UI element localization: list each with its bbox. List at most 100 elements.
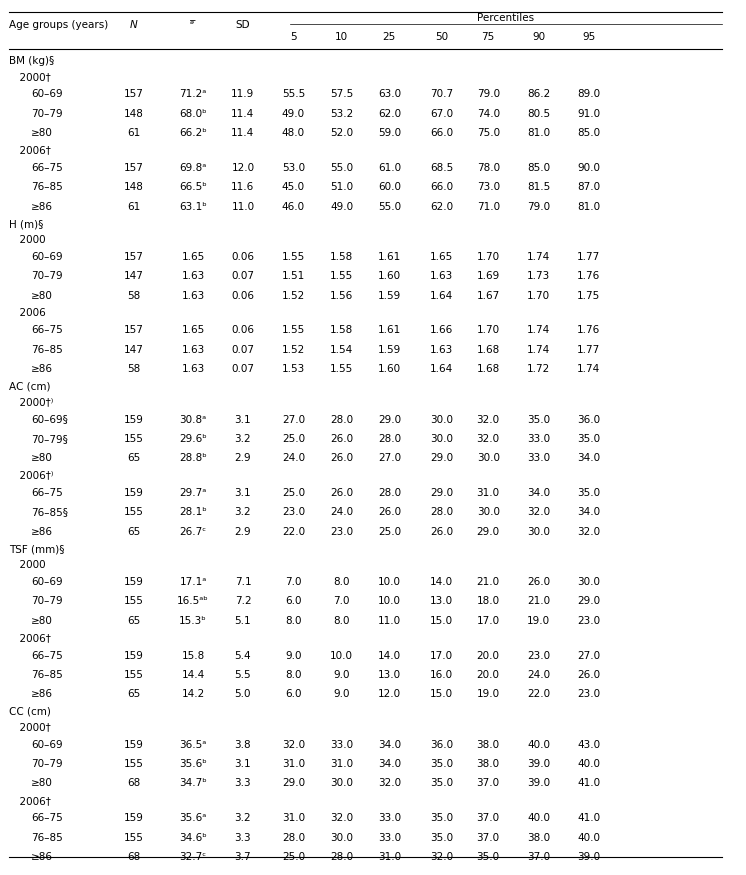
Text: 38.0: 38.0 bbox=[477, 759, 500, 769]
Text: 66–75: 66–75 bbox=[31, 488, 63, 498]
Text: 57.5: 57.5 bbox=[330, 89, 354, 100]
Text: 20.0: 20.0 bbox=[477, 670, 500, 680]
Text: 30.0: 30.0 bbox=[330, 833, 354, 843]
Text: 51.0: 51.0 bbox=[330, 182, 354, 192]
Text: 1.52: 1.52 bbox=[282, 290, 305, 301]
Text: 32.0: 32.0 bbox=[377, 779, 401, 788]
Text: 68: 68 bbox=[127, 852, 140, 862]
Text: 34.0: 34.0 bbox=[577, 507, 600, 517]
Text: 1.76: 1.76 bbox=[577, 271, 601, 281]
Text: 11.4: 11.4 bbox=[231, 108, 254, 119]
Text: 14.4: 14.4 bbox=[181, 670, 204, 680]
Text: 11.0: 11.0 bbox=[377, 616, 401, 626]
Text: 155: 155 bbox=[124, 434, 144, 444]
Text: 70–79: 70–79 bbox=[31, 597, 63, 606]
Text: 27.0: 27.0 bbox=[577, 651, 600, 661]
Text: Age groups (years): Age groups (years) bbox=[9, 20, 108, 31]
Text: 35.0: 35.0 bbox=[430, 833, 453, 843]
Text: 32.0: 32.0 bbox=[527, 507, 551, 517]
Text: 66–75: 66–75 bbox=[31, 813, 63, 823]
Text: 6.0: 6.0 bbox=[285, 690, 301, 699]
Text: 34.0: 34.0 bbox=[577, 453, 600, 463]
Text: 1.67: 1.67 bbox=[477, 290, 500, 301]
Text: ≥86: ≥86 bbox=[31, 527, 53, 536]
Text: 81.5: 81.5 bbox=[527, 182, 551, 192]
Text: 3.2: 3.2 bbox=[235, 434, 251, 444]
Text: 40.0: 40.0 bbox=[577, 759, 600, 769]
Text: 1.74: 1.74 bbox=[527, 345, 551, 355]
Text: 29.0: 29.0 bbox=[430, 453, 453, 463]
Text: 23.0: 23.0 bbox=[577, 616, 600, 626]
Text: 1.75: 1.75 bbox=[577, 290, 601, 301]
Text: ≥80: ≥80 bbox=[31, 453, 53, 463]
Text: ≥80: ≥80 bbox=[31, 290, 53, 301]
Text: 1.63: 1.63 bbox=[181, 290, 204, 301]
Text: 16.5ᵃᵇ: 16.5ᵃᵇ bbox=[178, 597, 209, 606]
Text: 73.0: 73.0 bbox=[477, 182, 500, 192]
Text: 34.0: 34.0 bbox=[377, 739, 401, 750]
Text: 11.6: 11.6 bbox=[231, 182, 254, 192]
Text: 148: 148 bbox=[124, 108, 144, 119]
Text: 11.0: 11.0 bbox=[231, 201, 254, 212]
Text: 69.8ᵃ: 69.8ᵃ bbox=[180, 163, 207, 173]
Text: 1.53: 1.53 bbox=[282, 364, 305, 374]
Text: 32.0: 32.0 bbox=[477, 415, 500, 424]
Text: 79.0: 79.0 bbox=[477, 89, 500, 100]
Text: 35.0: 35.0 bbox=[430, 813, 453, 823]
Text: 1.55: 1.55 bbox=[282, 326, 305, 335]
Text: 1.68: 1.68 bbox=[477, 364, 500, 374]
Text: 70–79: 70–79 bbox=[31, 271, 63, 281]
Text: 45.0: 45.0 bbox=[282, 182, 305, 192]
Text: 12.0: 12.0 bbox=[231, 163, 254, 173]
Text: 0.06: 0.06 bbox=[231, 252, 254, 262]
Text: 1.66: 1.66 bbox=[430, 326, 453, 335]
Text: 29.6ᵇ: 29.6ᵇ bbox=[179, 434, 207, 444]
Text: 148: 148 bbox=[124, 182, 144, 192]
Text: 89.0: 89.0 bbox=[577, 89, 600, 100]
Text: 24.0: 24.0 bbox=[330, 507, 354, 517]
Text: 26.0: 26.0 bbox=[430, 527, 453, 536]
Text: 1.55: 1.55 bbox=[330, 271, 354, 281]
Text: 1.77: 1.77 bbox=[577, 252, 601, 262]
Text: 1.65: 1.65 bbox=[430, 252, 453, 262]
Text: 66–75: 66–75 bbox=[31, 163, 63, 173]
Text: 1.65: 1.65 bbox=[181, 252, 204, 262]
Text: 71.2ᵃ: 71.2ᵃ bbox=[180, 89, 207, 100]
Text: 2000†: 2000† bbox=[13, 722, 50, 732]
Text: 159: 159 bbox=[124, 651, 144, 661]
Text: 1.56: 1.56 bbox=[330, 290, 354, 301]
Text: 5.5: 5.5 bbox=[235, 670, 251, 680]
Text: 5.0: 5.0 bbox=[235, 690, 251, 699]
Text: 32.7ᶜ: 32.7ᶜ bbox=[180, 852, 207, 862]
Text: 63.1ᵇ: 63.1ᵇ bbox=[179, 201, 207, 212]
Text: 76–85: 76–85 bbox=[31, 670, 63, 680]
Text: 3.1: 3.1 bbox=[235, 415, 251, 424]
Text: 24.0: 24.0 bbox=[282, 453, 305, 463]
Text: 9.0: 9.0 bbox=[285, 651, 301, 661]
Text: 25.0: 25.0 bbox=[282, 434, 305, 444]
Text: ≥86: ≥86 bbox=[31, 852, 53, 862]
Text: 74.0: 74.0 bbox=[477, 108, 500, 119]
Text: 61.0: 61.0 bbox=[377, 163, 401, 173]
Text: 76–85: 76–85 bbox=[31, 345, 63, 355]
Text: Percentiles: Percentiles bbox=[477, 13, 535, 23]
Text: 1.76: 1.76 bbox=[577, 326, 601, 335]
Text: 157: 157 bbox=[124, 163, 144, 173]
Text: 33.0: 33.0 bbox=[330, 739, 354, 750]
Text: 159: 159 bbox=[124, 578, 144, 587]
Text: 30.8ᵃ: 30.8ᵃ bbox=[180, 415, 207, 424]
Text: H (m)§: H (m)§ bbox=[9, 219, 43, 229]
Text: 26.0: 26.0 bbox=[377, 507, 401, 517]
Text: 30.0: 30.0 bbox=[430, 434, 453, 444]
Text: 38.0: 38.0 bbox=[477, 739, 500, 750]
Text: 8.0: 8.0 bbox=[285, 616, 301, 626]
Text: 8.0: 8.0 bbox=[333, 578, 350, 587]
Text: 29.0: 29.0 bbox=[282, 779, 305, 788]
Text: 2000†: 2000† bbox=[13, 72, 50, 82]
Text: 38.0: 38.0 bbox=[527, 833, 551, 843]
Text: 1.68: 1.68 bbox=[477, 345, 500, 355]
Text: 79.0: 79.0 bbox=[527, 201, 551, 212]
Text: 95: 95 bbox=[582, 31, 595, 42]
Text: 28.1ᵇ: 28.1ᵇ bbox=[179, 507, 207, 517]
Text: 28.8ᵇ: 28.8ᵇ bbox=[179, 453, 207, 463]
